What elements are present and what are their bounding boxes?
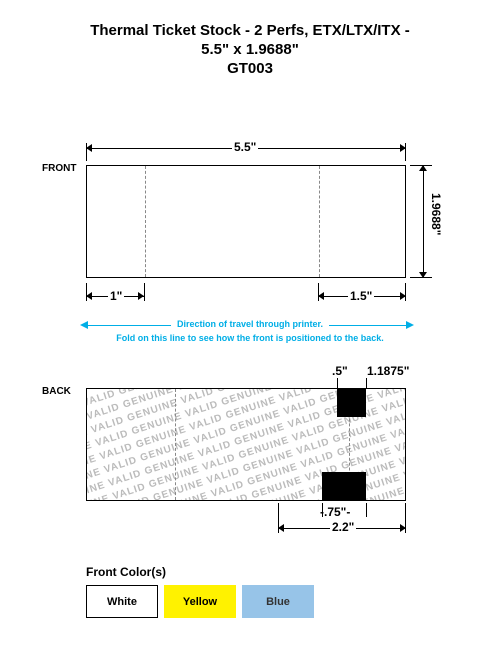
title-line-1: Thermal Ticket Stock - 2 Perfs, ETX/LTX/… [0,22,500,41]
tick-mh-l [322,503,323,517]
front-label: FRONT [42,163,76,174]
dim-perf2: 1.5" [348,289,374,303]
front-perf-2 [319,166,320,277]
dim-mark-w: .5" [330,364,350,378]
tick-width-r [405,143,406,161]
direction-text-1: Direction of travel through printer. [0,319,500,329]
direction-text-2: Fold on this line to see how the front i… [0,333,500,343]
tick-h-b [410,277,432,278]
dim-mark-bottom: 2.2" [330,520,356,534]
tick-p2-r [405,283,406,301]
dim-width: 5.5" [232,140,258,154]
back-label: BACK [42,386,71,397]
back-perf-1 [175,389,176,500]
tick-h-t [410,165,432,166]
direction-text-1-span: Direction of travel through printer. [171,319,329,329]
color-swatch-white: White [86,585,158,618]
front-ticket [86,165,406,278]
dim-perf1: 1" [108,289,124,303]
sensor-mark-bottom [322,472,366,501]
title-line-3: GT003 [0,60,500,79]
dim-line-height [423,165,424,278]
dim-mark-right: 1.1875" [365,364,411,378]
tick-p1-r [144,283,145,301]
front-colors-label: Front Color(s) [86,565,166,579]
sensor-mark-top [337,388,366,417]
tick-p2-l [318,283,319,301]
tick-mb-l [278,503,279,533]
title-block: Thermal Ticket Stock - 2 Perfs, ETX/LTX/… [0,0,500,78]
dim-mark-h: -.75"- [318,505,352,519]
tick-mw-l [337,378,338,388]
tick-mw-r [366,378,367,388]
color-swatch-yellow: Yellow [164,585,236,618]
dim-height: 1.9688" [427,193,445,235]
title-line-2: 5.5" x 1.9688" [0,41,500,60]
front-perf-1 [145,166,146,277]
tick-p1-l [86,283,87,301]
color-swatch-blue: Blue [242,585,314,618]
tick-mh-r [366,503,367,517]
tick-mb-r [405,503,406,533]
tick-width-l [86,143,87,161]
